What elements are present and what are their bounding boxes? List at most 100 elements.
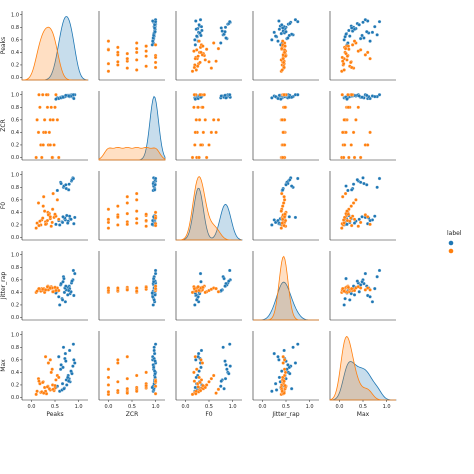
panel-jitter-rap-vs-peaks: 0.0 0.2 0.4 0.6 0.8 1.0 Jitter_rap — [0, 251, 88, 321]
panel-f0-vs-zcr-point-class_b-25 — [116, 215, 120, 219]
panel-f0-vs-max-point-class_a-28 — [360, 215, 364, 219]
x-axis-label-peaks: Peaks — [46, 411, 63, 418]
panel-peaks-vs-zcr-point-class_b-22 — [144, 54, 148, 58]
panel-zcr-vs-zcr-kde-class_b — [98, 146, 166, 161]
panel-max-vs-f0-point-class_b-27 — [194, 389, 198, 393]
x-axis-label-zcr: ZCR — [126, 411, 138, 418]
panel-max-vs-zcr-xtick-label-1: 0.5 — [128, 404, 136, 410]
panel-peaks-vs-f0-point-class_a-19 — [199, 24, 204, 29]
panel-f0-vs-zcr-point-class_b-0 — [106, 226, 111, 230]
panel-max-vs-jitter-rap-point-class_a-7 — [277, 358, 281, 362]
panel-jitter-rap-vs-f0-point-class_b-28 — [201, 285, 205, 290]
panel-max-vs-f0-point-class_b-22 — [196, 385, 200, 389]
panel-peaks-vs-zcr-point-class_b-24 — [106, 39, 111, 43]
panel-jitter-rap-vs-peaks-ytick-label-4: 0.8 — [11, 265, 19, 271]
panel-f0-vs-zcr-point-class_b-8 — [125, 201, 130, 205]
panel-f0-vs-zcr-point-class_b-18 — [106, 220, 111, 225]
panel-zcr-vs-max-point-class_b-11 — [340, 93, 344, 97]
panel-max-vs-peaks-ytick-label-3: 0.6 — [11, 357, 19, 363]
panel-peaks-vs-jitter-rap-point-class_b-24 — [280, 39, 285, 43]
panel-zcr-vs-peaks-point-class_b-23 — [41, 93, 45, 97]
panel-max-vs-f0-point-class_b-21 — [216, 387, 221, 392]
panel-peaks-vs-f0-point-class_b-0 — [190, 69, 195, 73]
panel-max-vs-f0-point-class_b-28 — [201, 383, 205, 388]
panel-jitter-rap-vs-f0-point-class_b-22 — [196, 285, 200, 289]
panel-peaks-vs-jitter-rap-point-class_a-21 — [277, 27, 282, 31]
panel-max-vs-jitter-rap-point-class_b-25 — [282, 358, 287, 362]
panel-f0-vs-zcr-point-class_b-3 — [134, 216, 139, 221]
panel-f0-vs-jitter-rap-point-class_a-14 — [293, 215, 298, 220]
panel-zcr-vs-max-point-class_b-12 — [341, 155, 346, 160]
panel-f0-vs-max-point-class_a-9 — [375, 185, 379, 190]
panel-peaks-vs-f0-point-class_b-27 — [194, 68, 198, 72]
panel-zcr-vs-peaks-point-class_b-26 — [43, 130, 48, 135]
panel-peaks-vs-f0-point-class_b-15 — [203, 58, 207, 62]
panel-max-vs-jitter-rap-point-class_a-8 — [272, 351, 276, 356]
panel-zcr-vs-zcr — [98, 91, 166, 161]
panel-f0-vs-peaks-point-class_b-0 — [34, 226, 38, 230]
panel-peaks-vs-max-point-class_a-23 — [362, 36, 366, 40]
panel-f0-vs-zcr-point-class_b-5 — [153, 210, 158, 215]
panel-max-vs-peaks-point-class_a-22 — [69, 369, 73, 373]
panel-zcr-vs-peaks-point-class_b-22 — [45, 105, 50, 110]
panel-jitter-rap-vs-zcr-point-class_b-9 — [134, 286, 139, 290]
panel-jitter-rap-vs-max-point-class_a-8 — [370, 300, 375, 304]
y-axis-label-max: Max — [0, 359, 7, 372]
panel-max-vs-zcr-point-class_a-28 — [151, 365, 156, 370]
panel-jitter-rap-vs-zcr-point-class_b-25 — [116, 286, 120, 290]
panel-max-vs-peaks-point-class_b-28 — [53, 383, 57, 388]
panel-f0-vs-peaks-point-class_b-15 — [42, 209, 47, 213]
panel-f0-vs-zcr-point-class_b-27 — [134, 221, 139, 225]
panel-peaks-vs-zcr-point-class_b-17 — [153, 43, 158, 47]
panel-f0-vs-zcr-point-class_b-14 — [125, 211, 130, 216]
panel-peaks-vs-max-point-class_a-27 — [349, 26, 354, 30]
panel-peaks-vs-zcr-point-class_b-10 — [144, 49, 148, 53]
panel-f0-vs-peaks-point-class_a-28 — [61, 215, 65, 219]
panel-peaks-vs-jitter-rap — [252, 11, 319, 81]
panel-zcr-vs-peaks-point-class_a-29 — [64, 93, 68, 98]
panel-peaks-vs-max-point-class_b-25 — [365, 50, 370, 55]
panel-f0-vs-jitter-rap — [252, 171, 319, 241]
panel-f0-vs-max-point-class_a-25 — [377, 176, 382, 181]
panel-jitter-rap-vs-peaks-point-class_b-23 — [41, 287, 45, 291]
panel-jitter-rap-vs-peaks-point-class_a-15 — [60, 298, 65, 302]
panel-zcr-vs-f0-point-class_a-29 — [223, 93, 227, 98]
panel-max-vs-zcr-point-class_b-11 — [153, 392, 158, 396]
panel-zcr-vs-f0-point-class_a-27 — [219, 94, 223, 98]
panel-max-vs-jitter-rap-point-class_a-0 — [270, 389, 274, 393]
panel-jitter-rap-vs-f0-point-class_b-21 — [216, 290, 221, 294]
panel-f0-vs-zcr-point-class_a-25 — [153, 176, 158, 181]
panel-peaks-vs-peaks-kde-class_b — [21, 26, 88, 81]
panel-max-vs-peaks-xtick-label-1: 0.5 — [51, 404, 59, 410]
panel-max-vs-zcr-point-class_a-8 — [152, 351, 157, 356]
panel-peaks-vs-jitter-rap-point-class_b-23 — [281, 60, 286, 65]
panel-f0-vs-max-point-class_b-23 — [349, 216, 353, 220]
panel-peaks-vs-max-point-class_a-13 — [358, 36, 363, 41]
panel-zcr-vs-max-point-class_b-9 — [354, 118, 358, 122]
panel-max-vs-f0-point-class_a-6 — [228, 364, 232, 368]
panel-f0-vs-peaks-point-class_b-24 — [57, 217, 61, 222]
panel-f0-vs-zcr — [98, 171, 165, 241]
panel-f0-vs-zcr-point-class_a-26 — [150, 222, 154, 227]
panel-jitter-rap-vs-peaks-point-class_a-28 — [61, 280, 65, 284]
panel-max-vs-peaks-point-class_b-0 — [34, 392, 38, 397]
panel-peaks-vs-zcr-point-class_a-22 — [152, 23, 157, 27]
panel-max-vs-f0-point-class_a-28 — [199, 365, 203, 370]
panel-peaks-vs-zcr-point-class_b-27 — [134, 68, 139, 72]
panel-zcr-vs-f0-point-class_b-27 — [194, 118, 198, 122]
panel-zcr-vs-f0-point-class_b-8 — [209, 130, 214, 135]
panel-peaks-vs-jitter-rap-point-class_a-0 — [270, 38, 274, 42]
panel-max-vs-jitter-rap-point-class_a-18 — [276, 354, 280, 359]
panel-f0-vs-jitter-rap-point-class_b-7 — [280, 204, 285, 208]
panel-jitter-rap-vs-zcr-point-class_b-29 — [153, 286, 158, 291]
panel-zcr-vs-peaks-ytick-label-5: 1.0 — [11, 92, 19, 98]
panel-peaks-vs-f0-point-class_a-25 — [228, 19, 232, 24]
panel-max-vs-peaks-point-class_a-15 — [60, 381, 65, 386]
panel-jitter-rap-vs-max-point-class_a-0 — [342, 303, 346, 307]
panel-peaks-vs-max-point-class_a-14 — [363, 18, 368, 22]
panel-peaks-vs-f0-point-class_a-4 — [223, 25, 228, 30]
panel-max-vs-f0: 0.0 0.5 1.0 F0 — [175, 331, 242, 418]
panel-jitter-rap-vs-zcr — [98, 251, 165, 321]
panel-peaks-vs-max-point-class_b-11 — [340, 55, 344, 60]
panel-max-vs-peaks-point-class_a-23 — [59, 363, 63, 367]
